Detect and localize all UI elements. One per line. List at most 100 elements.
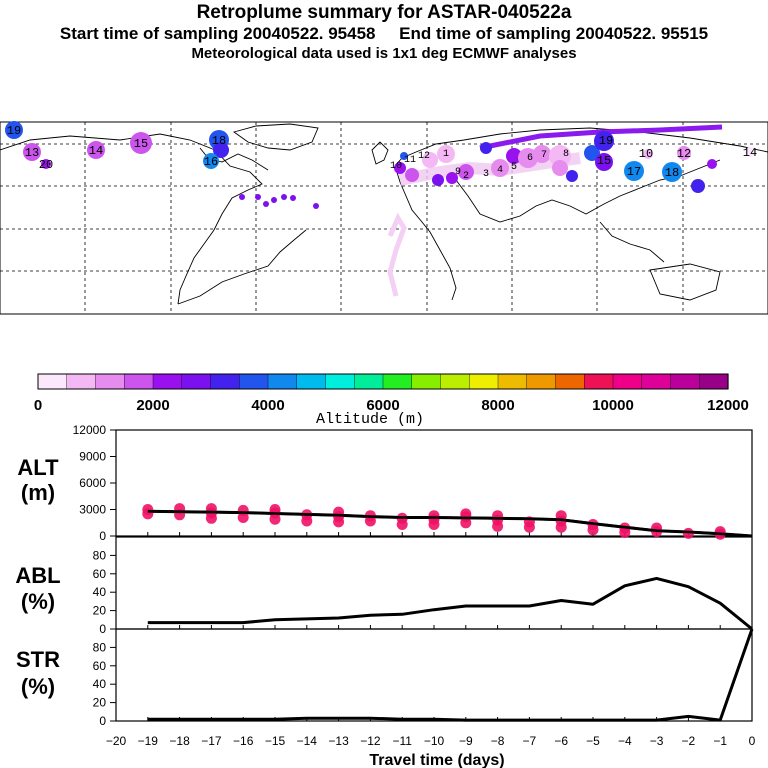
colorbar-cell	[210, 373, 240, 390]
colorbar-cell	[670, 373, 700, 390]
map-day-label: 7	[541, 150, 547, 161]
map-day-label: 8	[563, 149, 569, 160]
map-day-label: 6	[527, 153, 533, 164]
xtick-label: −13	[328, 734, 349, 748]
xtick-label: −14	[297, 734, 318, 748]
xtick-label: −2	[682, 734, 696, 748]
colorbar-cell	[526, 373, 557, 390]
str-ytick-label: 0	[99, 714, 106, 728]
alt-marker	[142, 504, 154, 515]
xtick-label: −17	[201, 734, 222, 748]
colorbar-cell	[296, 373, 327, 390]
colorbar-cell	[382, 373, 413, 390]
colorbar-tick-label: 0	[34, 397, 42, 414]
map-day-label: 3	[483, 169, 489, 180]
colorbar-cell	[95, 373, 125, 390]
colorbar-cell	[497, 373, 528, 390]
alt-median-line	[147, 510, 753, 538]
alt-ytick-label: 12000	[73, 423, 107, 437]
colorbar-cell	[181, 373, 212, 390]
colorbar-cell	[612, 373, 643, 390]
alt-ytick-label: 0	[99, 529, 106, 543]
xtick-label: −18	[169, 734, 190, 748]
xtick-label: −7	[523, 734, 537, 748]
alt-panel: 0 3000 6000 9000 12000	[73, 423, 753, 543]
map-day-label: 10	[639, 147, 653, 161]
map-day-label: 14	[89, 144, 103, 158]
colorbar-cell	[699, 373, 729, 390]
map-day-label: 5	[511, 162, 517, 173]
xtick-label: −4	[618, 734, 632, 748]
xtick-label: −19	[138, 734, 159, 748]
map-day-label: 4	[497, 165, 503, 176]
colorbar-cell	[152, 373, 183, 390]
map-day-label: 10	[390, 161, 402, 172]
alt-ylabel: ALT	[17, 455, 59, 480]
str-ytick-label: 40	[93, 677, 107, 691]
colorbar-tick-label: 8000	[481, 397, 514, 414]
abl-ylabel: ABL	[15, 563, 60, 588]
xtick-label: −6	[554, 734, 568, 748]
xtick-label: −11	[392, 734, 412, 748]
alt-ytick-label: 9000	[79, 450, 106, 464]
xtick-label: −12	[360, 734, 381, 748]
colorbar-tick-label: 6000	[366, 397, 399, 414]
str-panel-frame	[115, 628, 753, 722]
colorbar-cell	[411, 373, 442, 390]
map-day-label: 16	[204, 155, 218, 169]
xtick-label: −10	[424, 734, 445, 748]
figure-title: Retroplume summary for ASTAR-040522a	[196, 2, 572, 23]
start-time-value: 20040522. 95458	[243, 24, 376, 43]
str-ytick-label: 80	[93, 640, 107, 654]
colorbar-cell	[354, 373, 384, 390]
abl-ytick-label: 60	[93, 567, 107, 581]
abl-series-line	[147, 576, 753, 631]
abl-yunit: (%)	[21, 589, 55, 614]
map-day-label: 12	[677, 147, 691, 161]
colorbar-cell	[267, 373, 298, 390]
met-data-line: Meteorological data used is 1x1 deg ECMW…	[191, 45, 577, 62]
map-day-label: 20	[39, 158, 53, 172]
colorbar-tick-labels: 0 2000 4000 6000 8000 10000 12000	[34, 397, 749, 414]
colorbar-cell	[469, 373, 499, 390]
map-day-label: 15	[597, 154, 611, 168]
xtick-label: −1	[713, 734, 727, 748]
panel-frames	[115, 429, 753, 722]
alt-ytick-label: 3000	[79, 503, 106, 517]
xtick-label: −3	[650, 734, 664, 748]
abl-panel: 0 20 40 60 80	[93, 548, 753, 636]
altitude-colorbar: 0 2000 4000 6000 8000 10000 12000 Altitude (m)	[34, 373, 749, 428]
alt-marker	[237, 504, 249, 516]
colorbar-title: Altitude (m)	[316, 411, 424, 428]
abl-panel-frame	[115, 536, 753, 630]
str-ylabel: STR	[16, 647, 60, 672]
map-day-label: 19	[599, 134, 613, 148]
colorbar-tick-label: 12000	[707, 397, 749, 414]
colorbar-cell	[325, 373, 355, 390]
alt-marker	[714, 526, 726, 538]
colorbar-tick-label: 2000	[136, 397, 169, 414]
time-series-panels: 0 3000 6000 9000 12000 0 20 40 60 80 0 20 40 60 80	[73, 423, 754, 728]
map-day-label: 19	[7, 124, 21, 138]
abl-ytick-label: 0	[99, 622, 106, 636]
map-frame	[0, 121, 768, 315]
alt-ytick-label: 6000	[79, 476, 106, 490]
colorbar-cell	[440, 373, 470, 390]
xaxis-title: Travel time (days)	[369, 752, 504, 768]
colorbar-cell	[641, 373, 672, 390]
map-day-label: 13	[25, 146, 39, 160]
map-day-label: 1	[443, 149, 449, 160]
xtick-label: 0	[749, 734, 756, 748]
map-day-label: 2	[463, 171, 469, 182]
map-day-label: 15	[134, 137, 148, 151]
str-panel: 0 20 40 60 80	[93, 628, 754, 728]
colorbar-cell	[37, 373, 68, 390]
alt-marker	[428, 510, 440, 522]
colorbar-cell	[66, 373, 97, 390]
str-yunit: (%)	[21, 674, 55, 699]
str-series-line	[147, 628, 754, 722]
start-time-label: Start time of sampling	[59, 24, 239, 43]
